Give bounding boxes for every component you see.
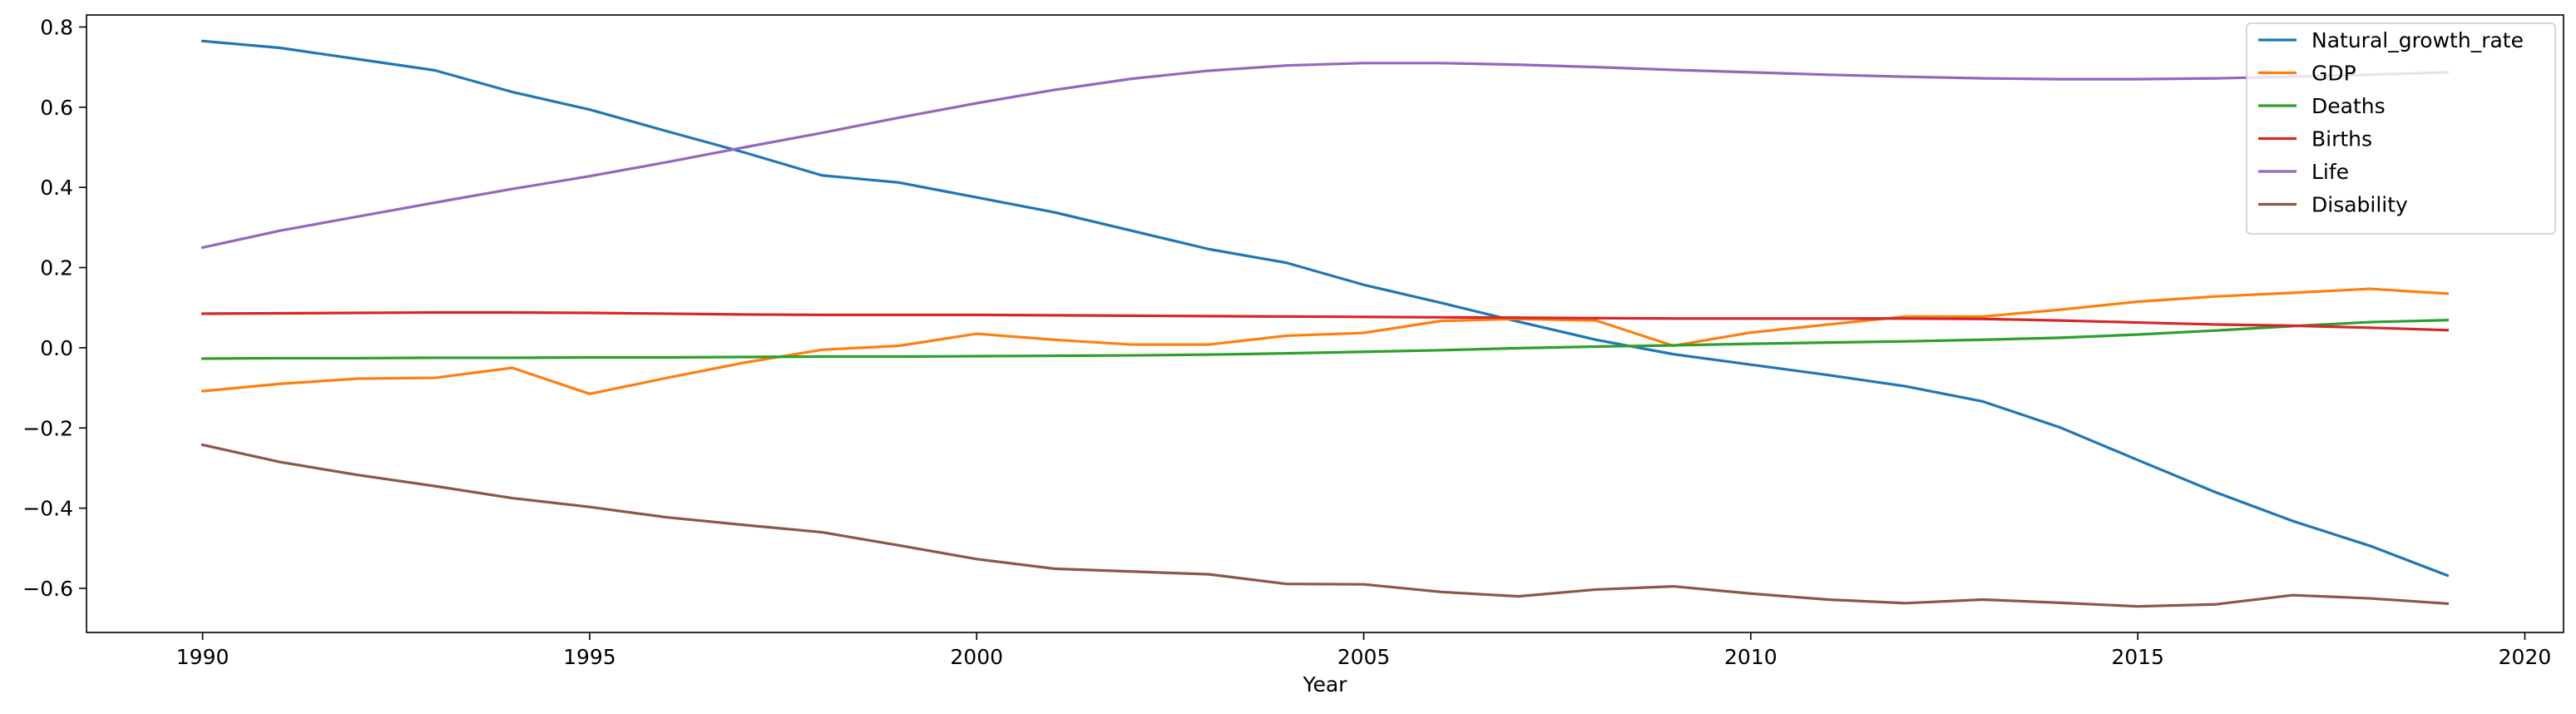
legend-label: GDP (2311, 62, 2356, 86)
plot-frame (86, 14, 2564, 633)
legend-box (2246, 22, 2556, 235)
legend-label: Disability (2311, 193, 2408, 217)
legend-label: Births (2311, 127, 2372, 151)
legend-label: Life (2311, 160, 2349, 184)
x-axis-label: Year (1303, 672, 1348, 697)
y-axis: −0.6 −0.4 −0.2 0.0 0.2 0.4 0.6 0.8 (22, 15, 87, 601)
y-tick-label: −0.2 (22, 416, 73, 440)
legend-label: Natural_growth_rate (2311, 28, 2524, 52)
x-tick-label: 2005 (1337, 645, 1391, 669)
y-tick-label: −0.6 (22, 577, 73, 601)
series-line-deaths (200, 319, 2450, 360)
x-tick-label: 2015 (2111, 645, 2164, 669)
series-lines (200, 39, 2450, 608)
series-line-natural-growth-rate (200, 39, 2450, 578)
y-tick-label: 0.6 (40, 96, 73, 120)
series-line-births (200, 310, 2450, 332)
series-line-disability (200, 443, 2450, 608)
y-tick-label: 0.0 (40, 336, 73, 360)
y-tick-label: −0.4 (22, 497, 73, 521)
y-tick-label: 0.4 (40, 176, 73, 200)
x-tick-label: 2020 (2499, 645, 2552, 669)
series-line-life (200, 62, 2450, 250)
x-axis: 1990 1995 2000 2005 2010 2015 2020 (176, 632, 2552, 669)
x-tick-label: 1990 (176, 645, 230, 669)
y-tick-label: 0.8 (40, 15, 73, 39)
legend: Natural_growth_rate GDP Deaths Births Life Di… (2246, 22, 2556, 235)
x-tick-label: 1995 (563, 645, 616, 669)
x-tick-label: 2010 (1724, 645, 1777, 669)
legend-label: Deaths (2311, 94, 2386, 118)
x-tick-label: 2000 (950, 645, 1003, 669)
y-tick-label: 0.2 (40, 256, 73, 280)
series-line-gdp (200, 287, 2450, 395)
